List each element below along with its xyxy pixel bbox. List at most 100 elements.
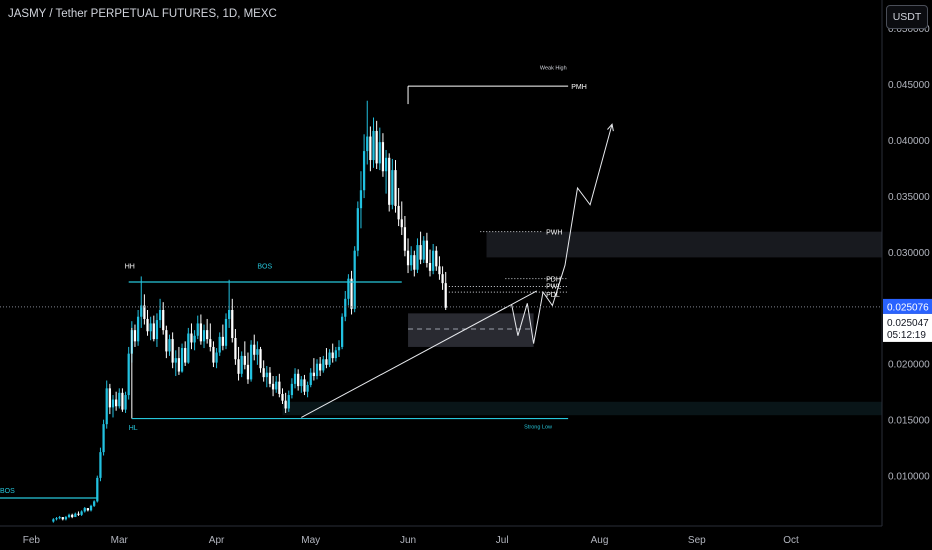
candle-body xyxy=(224,318,228,346)
x-tick-label: Oct xyxy=(783,535,799,546)
bos-left-label: BOS xyxy=(0,488,15,495)
candle-body xyxy=(369,136,372,161)
candle-body xyxy=(86,508,90,511)
projection-arrowhead xyxy=(607,123,614,132)
candle-body xyxy=(80,511,83,515)
candle-body xyxy=(246,364,250,380)
price-axis[interactable]: 0.050000 0.045000 0.040000 0.035000 0.030000… xyxy=(881,0,932,550)
candle-body xyxy=(171,339,174,363)
candle-body xyxy=(111,399,115,408)
candle-body xyxy=(362,151,366,191)
price-axis-background xyxy=(882,0,932,550)
candle-body xyxy=(168,339,171,352)
pwl-label: PWL xyxy=(546,284,561,291)
y-tick-label: 0.040000 xyxy=(888,136,930,147)
candle-body xyxy=(413,255,416,270)
trendline xyxy=(301,290,537,418)
candle-body xyxy=(99,452,102,478)
candle-body xyxy=(71,514,74,518)
candle-body xyxy=(155,320,159,340)
candle-body xyxy=(149,323,152,332)
x-tick-label: Mar xyxy=(111,535,129,546)
candle-body xyxy=(375,130,378,164)
y-tick-label: 0.020000 xyxy=(888,360,930,371)
candle-body xyxy=(394,170,397,206)
candle-body xyxy=(312,372,316,377)
candle-body xyxy=(309,372,312,385)
candle-body xyxy=(180,348,184,372)
candle-body xyxy=(356,208,359,251)
candle-body xyxy=(384,157,388,172)
candle-body xyxy=(391,170,394,205)
candle-body xyxy=(228,310,231,319)
candle-body xyxy=(199,323,203,342)
candle-body xyxy=(152,323,155,340)
candle-body xyxy=(96,477,99,502)
candle-body xyxy=(206,330,209,340)
zone-box xyxy=(282,401,882,416)
candle-body xyxy=(237,359,240,374)
zone-layer xyxy=(282,231,882,416)
candle-body xyxy=(366,136,369,152)
candle-body xyxy=(74,513,77,518)
candle-body xyxy=(347,278,350,299)
candle-body xyxy=(193,335,196,343)
time-axis[interactable]: Feb Mar Apr May Jun Jul Aug Sep Oct xyxy=(0,525,882,546)
candle-body xyxy=(428,263,432,271)
candle-body xyxy=(278,381,281,394)
candle-body xyxy=(234,337,237,360)
candle-body xyxy=(441,274,444,284)
candle-body xyxy=(328,352,331,365)
candle-body xyxy=(121,392,124,410)
candle-body xyxy=(108,388,111,408)
candle-body xyxy=(293,373,297,384)
candle-body xyxy=(209,339,212,347)
candle-body xyxy=(435,250,438,267)
y-tick-label: 0.045000 xyxy=(888,80,930,91)
candle-body xyxy=(306,384,309,392)
weak-high-label: Weak High xyxy=(540,65,567,71)
strong-low-label: Strong Low xyxy=(524,425,552,431)
candle-body xyxy=(265,372,268,378)
candle-body xyxy=(58,517,61,519)
candle-body xyxy=(124,395,127,410)
x-tick-label: Jun xyxy=(400,535,416,546)
chart-title: JASMY / Tether PERPETUAL FUTURES, 1D, ME… xyxy=(8,8,277,20)
candle-body xyxy=(136,316,140,342)
candle-body xyxy=(146,318,149,332)
candle-body xyxy=(184,348,187,363)
candle-body xyxy=(303,379,306,392)
candle-body xyxy=(350,278,353,309)
candle-body xyxy=(403,227,407,251)
projection-path xyxy=(511,124,613,344)
candle-body xyxy=(275,381,278,390)
candle-body xyxy=(325,359,328,365)
candle-body xyxy=(256,349,259,355)
pdl-label: PDL xyxy=(546,292,560,299)
currency-button[interactable]: USDT xyxy=(886,5,928,29)
candle-body xyxy=(337,346,341,351)
candle-body xyxy=(202,330,206,342)
candle-body xyxy=(61,517,64,520)
hh-label: HH xyxy=(125,264,135,271)
candle-body xyxy=(89,505,93,511)
candle-body xyxy=(77,513,80,515)
last-price-value: 0.025076 xyxy=(887,302,929,313)
candle-body xyxy=(212,346,215,363)
candle-body xyxy=(118,392,121,407)
candle-body xyxy=(93,501,96,506)
candle-body xyxy=(143,305,146,319)
hl-label: HL xyxy=(129,425,138,432)
candle-body xyxy=(287,395,290,409)
candle-body xyxy=(432,250,435,271)
candle-body xyxy=(334,350,337,359)
candle-body xyxy=(284,400,287,409)
candle-body xyxy=(174,358,177,363)
candle-body xyxy=(290,383,294,396)
candle-body xyxy=(231,310,234,338)
candle-body xyxy=(322,359,325,371)
candle-body xyxy=(388,157,391,205)
candle-body xyxy=(249,344,253,380)
candle-body xyxy=(64,517,68,520)
